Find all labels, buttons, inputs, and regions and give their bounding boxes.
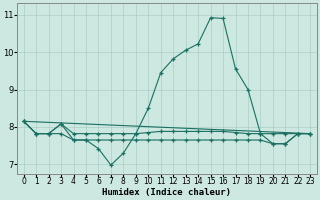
X-axis label: Humidex (Indice chaleur): Humidex (Indice chaleur) [102,188,231,197]
